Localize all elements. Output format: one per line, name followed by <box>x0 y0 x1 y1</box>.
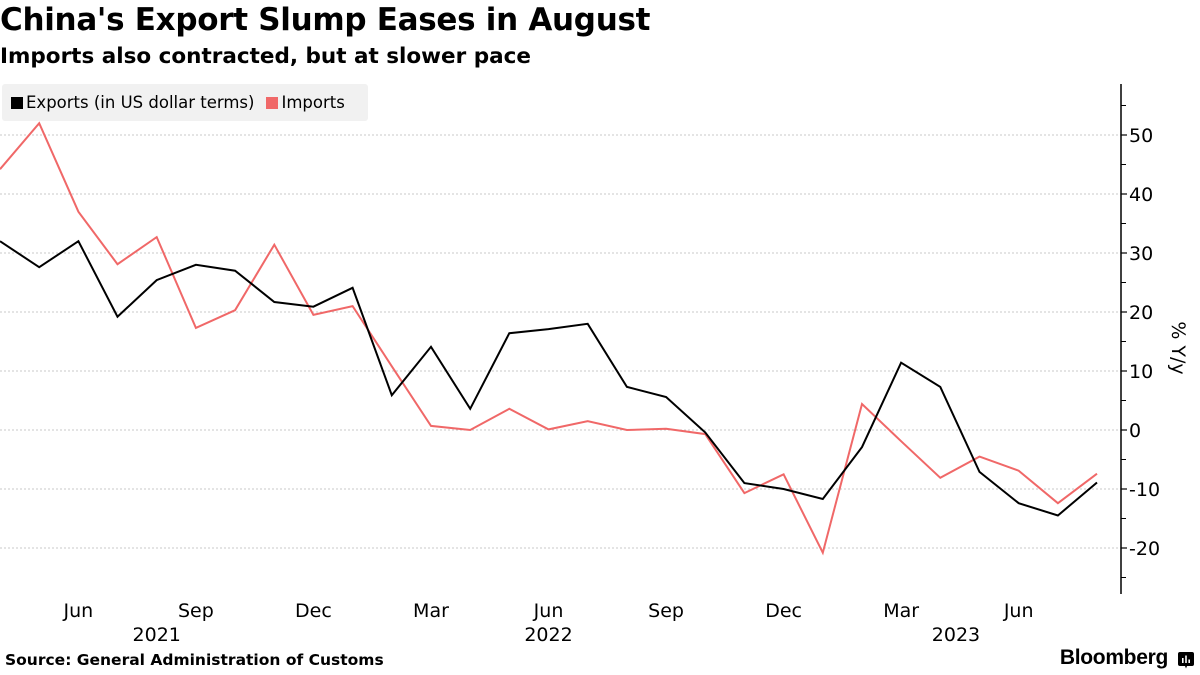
x-tick-label: Jun <box>1003 600 1034 622</box>
x-tick-label: Mar <box>883 600 919 622</box>
y-tick-label: 40 <box>1129 184 1153 206</box>
x-tick-label: Sep <box>178 600 214 622</box>
y-axis: 50 40 30 20 10 0 -10 -20 <box>1120 84 1160 594</box>
y-tick-label: -20 <box>1129 538 1160 560</box>
x-tick-label: Dec <box>765 600 802 622</box>
y-tick-label: 10 <box>1129 361 1153 383</box>
x-year-label: 2023 <box>932 624 980 646</box>
legend-label-imports: Imports <box>281 93 345 112</box>
x-axis: Jun Sep Dec Mar Jun Sep Dec Mar Jun 2021 2022 2023 <box>63 600 1034 646</box>
legend-item-imports[interactable]: Imports <box>266 93 345 112</box>
x-tick-label: Jun <box>533 600 564 622</box>
legend-swatch-imports <box>266 96 279 109</box>
chart-subtitle: Imports also contracted, but at slower p… <box>0 44 531 69</box>
legend-label-exports: Exports (in US dollar terms) <box>26 93 255 112</box>
y-tick-label: 0 <box>1129 420 1141 442</box>
x-tick-label: Mar <box>413 600 449 622</box>
y-tick-label: 50 <box>1129 125 1153 147</box>
x-tick-label: Dec <box>295 600 332 622</box>
y-tick-label: -10 <box>1129 479 1160 501</box>
chart-title: China's Export Slump Eases in August <box>0 2 651 38</box>
gridlines <box>0 134 1121 549</box>
y-tick-label: 20 <box>1129 302 1153 324</box>
x-tick-label: Sep <box>648 600 684 622</box>
legend: Exports (in US dollar terms) Imports <box>2 84 368 121</box>
series-lines <box>0 121 1098 556</box>
series-line-exports <box>0 239 1098 517</box>
source-note: Source: General Administration of Custom… <box>5 651 384 669</box>
y-tick-label: 30 <box>1129 243 1153 265</box>
legend-swatch-exports <box>11 96 23 109</box>
series-line-imports <box>0 121 1098 556</box>
x-tick-label: Jun <box>63 600 94 622</box>
x-year-label: 2021 <box>133 624 181 646</box>
y-axis-label: % Y/y <box>1167 321 1189 374</box>
bloomberg-logo: Bloomberg <box>1059 646 1168 669</box>
legend-item-exports[interactable]: Exports (in US dollar terms) <box>11 93 254 112</box>
bloomberg-chart-icon <box>1178 652 1194 669</box>
x-year-label: 2022 <box>524 624 572 646</box>
